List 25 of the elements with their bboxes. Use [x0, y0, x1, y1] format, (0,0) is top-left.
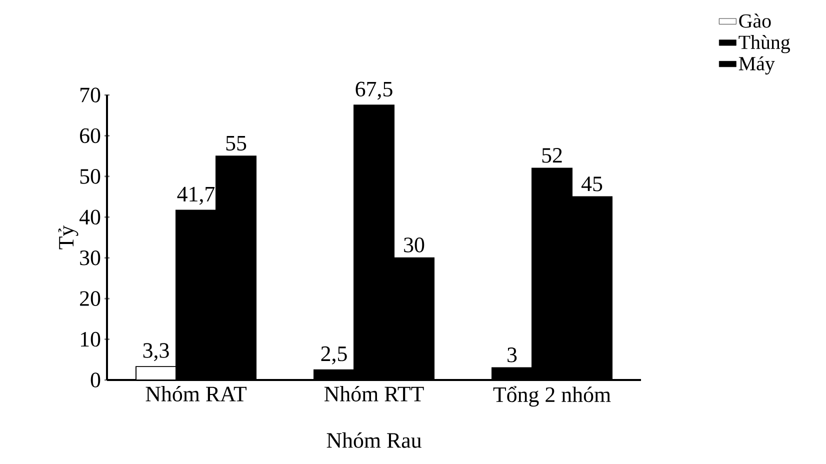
y-tick-label: 30 — [80, 250, 100, 266]
y-tick-label: 20 — [80, 291, 100, 306]
data-label: 55 — [226, 136, 246, 151]
data-label: 67,5 — [356, 82, 392, 100]
data-label: 45 — [581, 176, 602, 192]
data-label: 3 — [508, 348, 517, 362]
y-tick-label: 60 — [80, 128, 100, 144]
y-axis-title: Tỷ — [58, 225, 78, 250]
x-axis-title: Nhóm Rau — [326, 432, 422, 448]
data-label: 41,7 — [177, 186, 215, 205]
data-label: 52 — [542, 148, 562, 163]
y-tick-label: 50 — [80, 169, 100, 184]
legend-label: Thùng — [738, 35, 790, 54]
x-tick-label: Nhóm RTT — [324, 386, 424, 402]
legend-label: Gào — [739, 14, 771, 28]
y-tick-label: 40 — [79, 210, 100, 225]
legend-label: Máy — [738, 56, 775, 74]
y-tick-label: 70 — [80, 88, 100, 102]
y-tick-label: 0 — [90, 372, 100, 388]
x-tick-label: Tổng 2 nhóm — [493, 386, 611, 407]
y-tick-label: 10 — [80, 332, 100, 347]
data-label: 3,3 — [143, 343, 169, 362]
data-label: 2,5 — [321, 346, 347, 364]
x-tick-label: Nhóm RAT — [146, 386, 246, 402]
data-label: 30 — [404, 238, 424, 252]
